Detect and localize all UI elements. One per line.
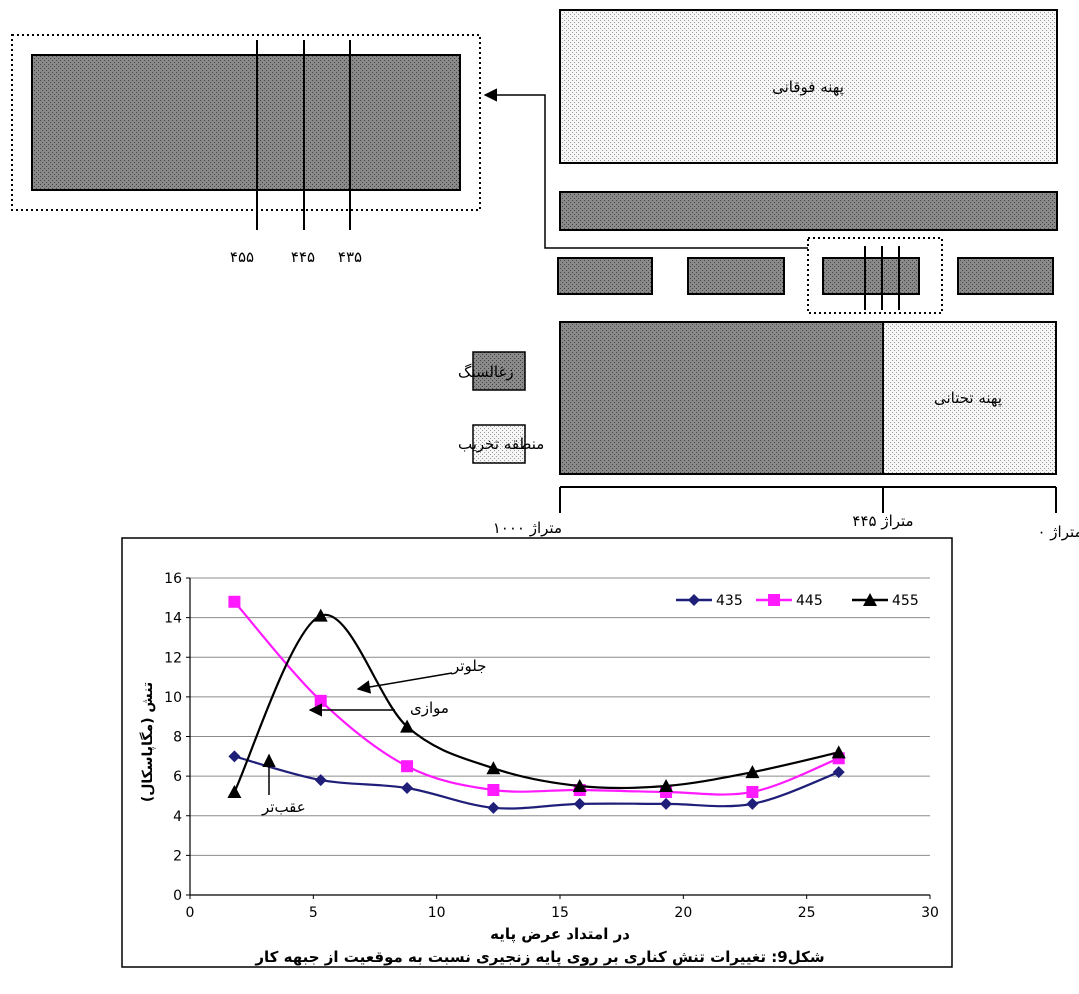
- x-tick-label: 10: [428, 905, 446, 921]
- annotation-ahead: جلوتر: [451, 657, 486, 675]
- section-label-445: ۴۴۵: [291, 248, 315, 266]
- chain-pillar: [957, 257, 1054, 295]
- y-tick-label: 8: [173, 730, 182, 746]
- y-tick-label: 10: [164, 690, 182, 706]
- chart-legend: 435 445 455: [676, 593, 919, 609]
- data-point-455: [227, 784, 242, 798]
- data-point-435: [660, 797, 673, 810]
- chain-pillar: [557, 257, 653, 295]
- legend-coal-label: زغالسنگ: [458, 363, 514, 381]
- data-point-455: [745, 765, 760, 779]
- y-axis-title: تنش (مگاپاسکال): [139, 682, 156, 802]
- inset-pillar: [31, 54, 461, 191]
- y-tick-label: 4: [173, 809, 182, 825]
- barrier-pillar: [559, 191, 1058, 231]
- data-point-455: [659, 779, 674, 793]
- lower-panel-damage: [882, 321, 1057, 475]
- section-label-435: ۴۳۵: [338, 248, 362, 266]
- data-point-435: [746, 797, 759, 810]
- annotation-behind: عقب‌تر: [261, 798, 306, 816]
- upper-panel-label: پهنه فوقانی: [772, 78, 844, 97]
- inset-dotted-frame: [11, 34, 481, 211]
- schematic: ۴۵۵ ۴۴۵ ۴۳۵ پهنه فوقانی پهنه تحتانی زغال…: [11, 9, 1079, 541]
- chart-frame: [121, 537, 953, 968]
- legend-label-445: 445: [796, 593, 823, 609]
- upper-panel: [559, 9, 1058, 164]
- selected-pillar-frame: [807, 237, 943, 314]
- legend-coal-swatch: [472, 351, 526, 391]
- chainage-label-445: متراژ ۴۴۵: [852, 512, 913, 530]
- legend-label-455: 455: [892, 593, 919, 609]
- series-layer: [227, 595, 846, 814]
- y-tick-label: 2: [173, 848, 182, 864]
- y-tick-label: 14: [164, 611, 182, 627]
- y-tick-label: 0: [173, 888, 182, 904]
- data-point-455: [572, 779, 587, 793]
- y-tick-label: 16: [164, 571, 182, 587]
- legend-marker-455: [863, 593, 877, 606]
- data-point-455: [831, 745, 846, 759]
- data-point-445: [401, 760, 414, 773]
- chain-pillar: [687, 257, 785, 295]
- axes: 0 2 4 6 8 10 12 14 16 0 5 10 15 20 25 30: [164, 571, 939, 921]
- x-tick-label: 20: [674, 905, 692, 921]
- y-tick-label: 12: [164, 650, 182, 666]
- lower-panel-label: پهنه تحتانی: [934, 389, 1002, 408]
- data-point-455: [400, 719, 415, 733]
- y-tick-label: 6: [173, 769, 182, 785]
- data-point-445: [314, 694, 327, 707]
- zoom-arrow: [483, 88, 808, 249]
- data-point-435: [487, 801, 500, 814]
- annotation-parallel: موازی: [410, 699, 449, 717]
- data-point-435: [401, 782, 414, 795]
- legend-label-435: 435: [716, 593, 743, 609]
- figure-caption: شکل9: تغییرات تنش کناری بر روی پایه زنجی…: [254, 948, 824, 967]
- legend-marker-445: [768, 594, 780, 606]
- legend-marker-435: [688, 594, 700, 606]
- x-tick-label: 0: [186, 905, 195, 921]
- grid: [190, 577, 930, 856]
- legend-damage-label: منطقه تخریب: [458, 435, 544, 453]
- data-point-455: [313, 608, 328, 622]
- data-point-455: [486, 761, 501, 775]
- x-tick-label: 5: [309, 905, 318, 921]
- chainage-label-0: متراژ ۰: [1037, 523, 1079, 541]
- lower-panel-coal: [559, 321, 884, 475]
- data-point-445: [228, 595, 241, 608]
- data-point-435: [832, 766, 845, 779]
- data-point-445: [487, 783, 500, 796]
- data-point-435: [314, 774, 327, 787]
- x-tick-label: 15: [551, 905, 569, 921]
- annotations: جلوتر موازی عقب‌تر: [261, 657, 486, 816]
- chart: 0 2 4 6 8 10 12 14 16 0 5 10 15 20 25 30 تنش (مگاپاسکال…: [121, 537, 953, 968]
- legend-damage-swatch: [472, 424, 526, 464]
- x-tick-label: 30: [921, 905, 939, 921]
- chain-pillar: [822, 257, 920, 295]
- section-label-455: ۴۵۵: [230, 248, 254, 266]
- x-tick-label: 25: [798, 905, 816, 921]
- chainage-label-1000: متراژ ۱۰۰۰: [493, 519, 562, 537]
- series-line-435: [234, 755, 840, 810]
- x-axis-title: در امتداد عرض پایه: [490, 925, 630, 944]
- annotation-arrow-ahead: [356, 672, 453, 694]
- data-point-435: [228, 750, 241, 763]
- data-point-435: [573, 797, 586, 810]
- data-point-445: [746, 785, 759, 798]
